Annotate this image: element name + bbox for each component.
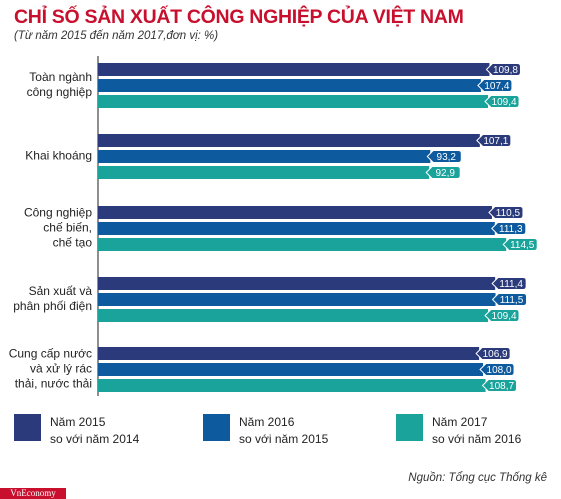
legend-label-2016-line2: so với năm 2015 [239, 432, 329, 446]
bar [98, 150, 431, 163]
legend-swatch-2016 [203, 414, 230, 441]
bar [98, 277, 496, 290]
bar [98, 79, 481, 92]
category-label: Sản xuất và [29, 284, 93, 298]
data-label: 108,0 [487, 365, 512, 376]
bar [98, 134, 480, 147]
data-label-tag [484, 95, 520, 108]
legend-label-2017-line1: Năm 2017 [432, 415, 488, 429]
legend-label-2016-line1: Năm 2016 [239, 415, 295, 429]
chart-subtitle: (Từ năm 2015 đến năm 2017,đơn vị: %) [14, 30, 219, 42]
data-label: 107,1 [483, 136, 508, 147]
data-label-tag [502, 238, 538, 251]
data-label: 111,3 [499, 224, 523, 235]
data-label-tag [485, 63, 521, 76]
category-label: thải, nước thải [15, 377, 92, 391]
source-note: Nguồn: Tổng cục Thống kê [408, 472, 547, 484]
data-label-tag [488, 206, 524, 219]
category-label: Cung cấp nước [9, 347, 92, 361]
bar [98, 238, 507, 251]
data-label: 107,4 [484, 81, 509, 92]
legend-label-2015-line1: Năm 2015 [50, 415, 106, 429]
category-label: phân phối điện [13, 299, 92, 313]
category-label: Công nghiệp [24, 206, 92, 220]
bar [98, 206, 492, 219]
data-label-tag [491, 293, 528, 306]
chart-title: CHỈ SỐ SẢN XUẤT CÔNG NGHIỆP CỦA VIỆT NAM [14, 6, 464, 28]
data-label-tag [484, 309, 520, 322]
category-label: chế biến, [43, 221, 92, 235]
data-label-tag [426, 150, 462, 163]
data-label: 93,2 [437, 152, 457, 163]
brand-logo: VnEconomy [0, 488, 66, 499]
bar [98, 309, 489, 322]
data-label-tag [481, 379, 518, 392]
bar [98, 293, 496, 306]
data-label: 111,5 [500, 295, 524, 306]
category-label: Toàn ngành [29, 70, 92, 84]
bar [98, 166, 430, 179]
bar [98, 379, 486, 392]
legend-label-2015-line2: so với năm 2014 [50, 432, 140, 446]
data-label-tag [479, 363, 515, 376]
data-label-tag [425, 166, 461, 179]
legend-swatch-2017 [396, 414, 423, 441]
category-label: công nghiệp [27, 85, 93, 99]
data-label: 110,5 [496, 208, 521, 219]
legend-label-2017-line2: so với năm 2016 [432, 432, 522, 446]
data-label: 111,4 [499, 279, 523, 290]
data-label-tag [477, 79, 513, 92]
category-label: chế tạo [53, 236, 93, 250]
bar [98, 95, 489, 108]
data-label: 109,4 [492, 311, 517, 322]
data-label: 92,9 [435, 168, 455, 179]
data-label-tag [491, 277, 527, 290]
category-label: và xử lý rác [30, 362, 92, 376]
data-label-tag [476, 134, 512, 147]
data-label-tag [475, 347, 511, 360]
bar [98, 347, 480, 360]
data-label: 109,8 [493, 65, 518, 76]
data-label-tag [491, 222, 527, 235]
legend-swatch-2015 [14, 414, 41, 441]
data-label: 109,4 [492, 97, 517, 108]
data-label: 108,7 [489, 381, 514, 392]
bar [98, 63, 490, 76]
bar [98, 222, 495, 235]
data-label: 106,9 [483, 349, 508, 360]
category-label: Khai khoáng [25, 149, 92, 163]
bar [98, 363, 484, 376]
data-label: 114,5 [510, 240, 535, 251]
